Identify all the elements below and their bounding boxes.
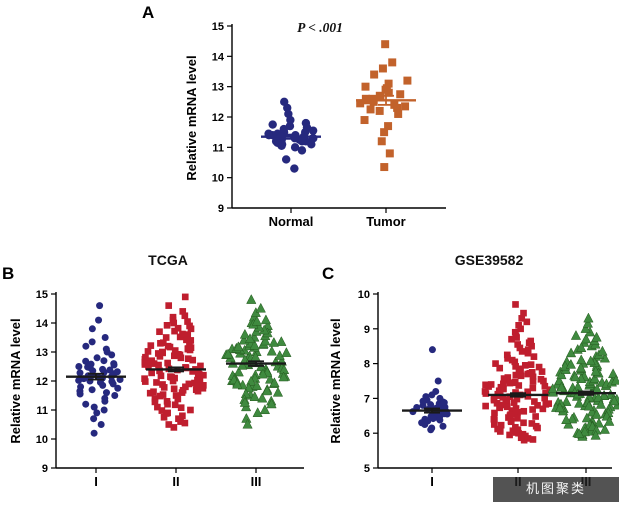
x-category-label: I	[430, 474, 434, 489]
x-category-label: I	[94, 474, 98, 489]
panel-letter-b: B	[2, 264, 15, 283]
points-group-I	[409, 346, 451, 434]
points-group-Tumor	[356, 40, 412, 172]
x-category-label: Tumor	[366, 214, 405, 229]
y-tick-label: 9	[218, 203, 224, 215]
panel-b-title: TCGA	[148, 252, 188, 268]
y-tick-label: 9	[42, 463, 48, 475]
y-tick-label: 13	[36, 347, 48, 359]
p-value-annotation: P < .001	[297, 20, 343, 35]
x-category-label: III	[251, 474, 262, 489]
panel-c-title: GSE39582	[454, 252, 524, 268]
y-tick-label: 14	[212, 51, 225, 63]
x-category-label: II	[172, 474, 179, 489]
panel-letter-c: C	[322, 264, 335, 283]
panel-a-chart: 9 10 11 12 13 14 15 Normal Tumor	[212, 21, 446, 229]
y-tick-label: 10	[36, 434, 48, 446]
y-tick-label: 15	[36, 289, 48, 301]
mean-errorbar-III	[556, 390, 616, 396]
points-group-II	[141, 293, 207, 431]
points-group-I	[75, 302, 124, 437]
y-tick-label: 15	[212, 21, 224, 33]
y-tick-label: 8	[364, 359, 370, 371]
mean-errorbar-Tumor	[356, 94, 416, 106]
points-group-III	[547, 312, 619, 441]
mean-errorbar-II	[488, 392, 548, 398]
y-tick-label: 14	[36, 318, 49, 330]
x-category-label: Normal	[269, 214, 314, 229]
mean-errorbar-Normal	[261, 133, 321, 140]
y-tick-label: 7	[364, 393, 370, 405]
points-group-III	[221, 294, 292, 429]
points-group-II	[481, 301, 554, 444]
y-tick-label: 13	[212, 82, 224, 94]
y-tick-label: 10	[212, 173, 224, 185]
y-tick-label: 11	[212, 142, 224, 154]
y-tick-label: 10	[358, 289, 370, 301]
mean-errorbar-II	[146, 366, 206, 373]
y-tick-label: 12	[212, 112, 224, 124]
panel-c-chart: 5678910IIIIII	[358, 289, 619, 489]
panel-letter-a: A	[142, 3, 155, 22]
mean-errorbar-I	[402, 407, 462, 414]
y-tick-label: 11	[36, 405, 48, 417]
y-tick-label: 9	[364, 324, 370, 336]
watermark: 机图聚类	[493, 477, 619, 502]
y-tick-label: 12	[36, 376, 48, 388]
mean-errorbar-I	[66, 372, 126, 381]
y-tick-label: 5	[364, 463, 370, 475]
y-tick-label: 6	[364, 428, 370, 440]
mean-errorbar-III	[226, 360, 286, 367]
axes: 9 10 11 12 13 14 15 Normal Tumor	[212, 21, 446, 229]
